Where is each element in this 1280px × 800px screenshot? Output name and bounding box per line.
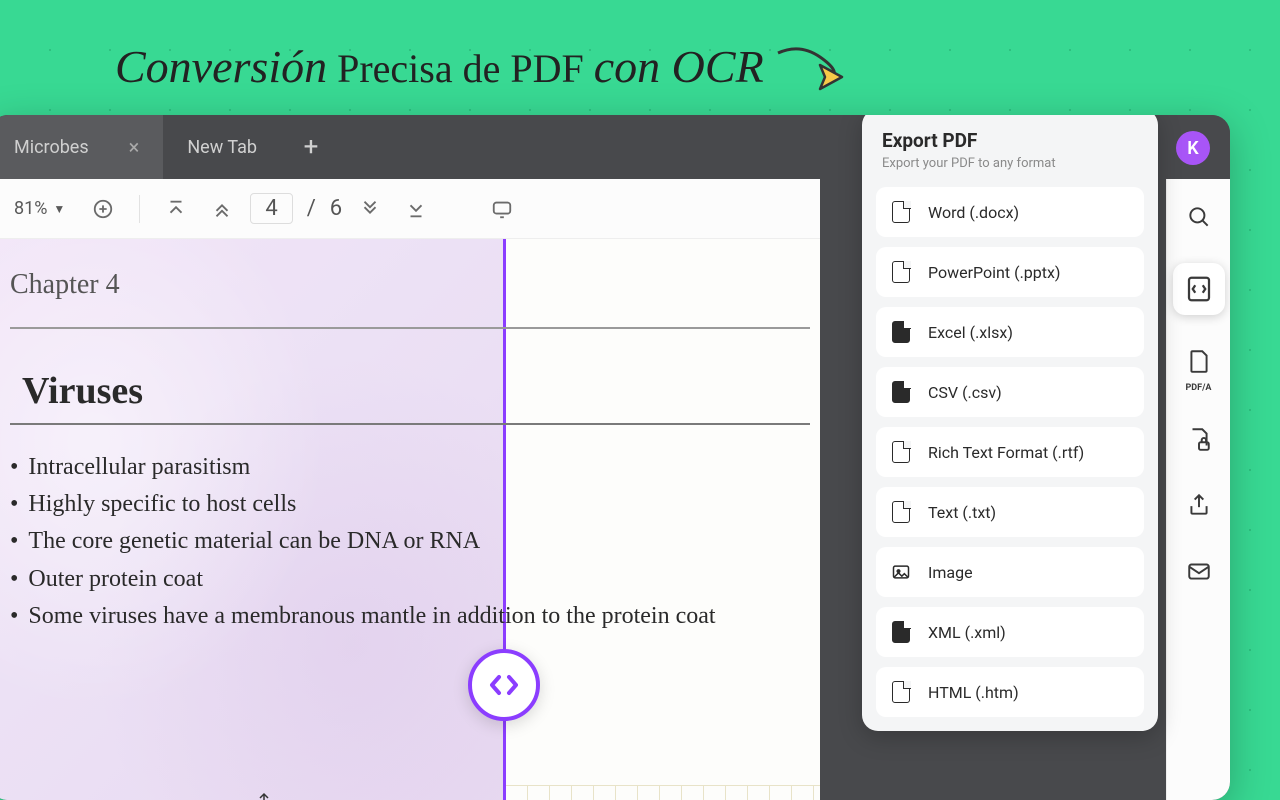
zoom-in-button[interactable]: [85, 191, 121, 227]
zoom-selector[interactable]: 81% ▼: [4, 194, 75, 223]
rtf-icon: [890, 441, 912, 463]
html-icon: [890, 681, 912, 703]
export-text[interactable]: Text (.txt): [876, 487, 1144, 537]
export-item-label: HTML (.htm): [928, 683, 1019, 702]
search-icon[interactable]: [1179, 197, 1219, 237]
avatar[interactable]: K: [1176, 131, 1210, 165]
avatar-letter: K: [1187, 138, 1198, 159]
list-item: Some viruses have a membranous mantle in…: [10, 598, 800, 635]
page-indicator: 4 / 6: [250, 193, 342, 224]
headline-word-2: con OCR: [594, 41, 764, 92]
page-heading: Viruses: [22, 369, 800, 413]
export-item-label: Excel (.xlsx): [928, 323, 1013, 342]
compare-handle[interactable]: [468, 649, 540, 721]
list-item: Highly specific to host cells: [10, 486, 800, 523]
export-item-label: PowerPoint (.pptx): [928, 263, 1061, 282]
export-html[interactable]: HTML (.htm): [876, 667, 1144, 717]
tab-microbes[interactable]: Microbes ×: [0, 115, 163, 179]
export-item-label: Rich Text Format (.rtf): [928, 443, 1084, 462]
bullet-list: Intracellular parasitism Highly specific…: [10, 449, 800, 635]
export-rtf[interactable]: Rich Text Format (.rtf): [876, 427, 1144, 477]
mail-icon[interactable]: [1179, 551, 1219, 591]
last-page-button[interactable]: [398, 191, 434, 227]
export-item-label: CSV (.csv): [928, 383, 1002, 402]
export-list: Word (.docx) PowerPoint (.pptx) Excel (.…: [876, 187, 1144, 717]
export-title: Export PDF: [882, 129, 1138, 152]
toolbar: 81% ▼ 4 / 6: [0, 179, 820, 239]
prev-page-button[interactable]: [204, 191, 240, 227]
export-panel: Export PDF Export your PDF to any format…: [862, 115, 1158, 731]
first-page-button[interactable]: [158, 191, 194, 227]
share-icon[interactable]: [1179, 485, 1219, 525]
export-item-label: Text (.txt): [928, 503, 996, 522]
text-icon: [890, 501, 912, 523]
add-tab-button[interactable]: +: [281, 115, 341, 179]
export-csv[interactable]: CSV (.csv): [876, 367, 1144, 417]
divider: [10, 327, 810, 329]
page-current[interactable]: 4: [250, 193, 292, 224]
illus-dimension: 225 nm: [255, 791, 319, 800]
export-subtitle: Export your PDF to any format: [882, 156, 1138, 171]
export-excel[interactable]: Excel (.xlsx): [876, 307, 1144, 357]
side-tool-bar: PDF/A: [1166, 179, 1230, 800]
export-item-label: Image: [928, 563, 973, 582]
document-area[interactable]: Chapter 4 Viruses Intracellular parasiti…: [0, 239, 820, 800]
export-powerpoint[interactable]: PowerPoint (.pptx): [876, 247, 1144, 297]
list-item: Intracellular parasitism: [10, 449, 800, 486]
xml-icon: [890, 621, 912, 643]
illustration-strip: Adenovirus Bacteriophage T4 225 nm Viroi…: [0, 785, 820, 800]
pdfa-icon[interactable]: [1179, 341, 1219, 381]
csv-icon: [890, 381, 912, 403]
next-page-button[interactable]: [352, 191, 388, 227]
export-xml[interactable]: XML (.xml): [876, 607, 1144, 657]
marketing-headline: Conversión Precisa de PDF con OCR: [115, 40, 764, 93]
zoom-value: 81%: [14, 198, 47, 219]
divider: [10, 423, 810, 425]
list-item: The core genetic material can be DNA or …: [10, 523, 800, 560]
presentation-button[interactable]: [484, 191, 520, 227]
separator: [139, 195, 140, 223]
export-item-label: Word (.docx): [928, 203, 1019, 222]
page-total: 6: [330, 196, 342, 221]
pdfa-label: PDF/A: [1186, 383, 1212, 393]
excel-icon: [890, 321, 912, 343]
app-window: Microbes × New Tab + K 81% ▼ 4 / 6: [0, 115, 1230, 800]
export-word[interactable]: Word (.docx): [876, 187, 1144, 237]
document-content: Chapter 4 Viruses Intracellular parasiti…: [0, 239, 820, 635]
lock-file-icon[interactable]: [1179, 419, 1219, 459]
powerpoint-icon: [890, 261, 912, 283]
export-item-label: XML (.xml): [928, 623, 1006, 642]
chevron-down-icon: ▼: [53, 202, 65, 216]
chapter-label: Chapter 4: [10, 269, 800, 301]
list-item: Outer protein coat: [10, 561, 800, 598]
arrow-icon: [770, 35, 850, 95]
tab-new[interactable]: New Tab: [163, 115, 281, 179]
page-sep: /: [307, 196, 316, 221]
headline-middle: Precisa de PDF: [337, 46, 584, 91]
close-icon[interactable]: ×: [129, 135, 140, 159]
image-icon: [890, 561, 912, 583]
tab-label: Microbes: [14, 137, 89, 158]
tab-label: New Tab: [187, 137, 257, 158]
headline-word-1: Conversión: [115, 41, 327, 92]
convert-icon[interactable]: [1173, 263, 1225, 315]
export-image[interactable]: Image: [876, 547, 1144, 597]
word-icon: [890, 201, 912, 223]
